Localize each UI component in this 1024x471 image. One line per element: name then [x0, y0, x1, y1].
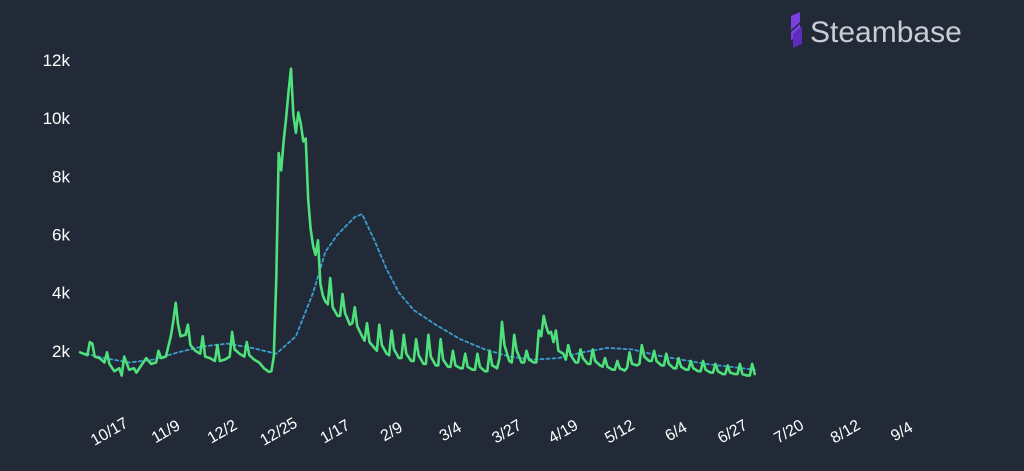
steambase-logo-icon [791, 12, 802, 48]
x-tick-label: 6/27 [715, 417, 751, 447]
x-tick-label: 12/2 [205, 417, 241, 447]
x-tick-label: 1/17 [318, 417, 354, 447]
x-tick-label: 5/12 [602, 417, 638, 447]
x-tick-label: 10/17 [88, 415, 131, 450]
brand-name: Steambase [810, 16, 962, 49]
x-tick-label: 8/12 [828, 417, 864, 447]
x-tick-label: 4/19 [546, 417, 582, 447]
x-tick-label: 3/27 [489, 417, 525, 447]
series-line-average [79, 213, 756, 371]
x-tick-label: 11/9 [149, 417, 184, 447]
x-tick-label: 3/4 [437, 419, 465, 445]
x-tick-label: 9/4 [888, 419, 916, 445]
brand-logo: Steambase [791, 12, 962, 49]
y-tick-label: 4k [52, 284, 70, 303]
y-axis-ticks: 2k 4k 6k 8k 10k 12k [43, 51, 71, 361]
y-tick-label: 8k [52, 167, 70, 186]
x-tick-label: 12/25 [257, 415, 300, 450]
series-layer [78, 67, 756, 377]
y-tick-label: 12k [43, 51, 71, 70]
x-tick-label: 7/20 [771, 417, 807, 447]
series-line-players [78, 67, 756, 377]
x-tick-label: 2/9 [378, 419, 406, 445]
y-tick-label: 10k [43, 109, 71, 128]
y-tick-label: 6k [52, 226, 70, 245]
y-tick-label: 2k [52, 342, 70, 361]
x-tick-label: 6/4 [662, 419, 690, 445]
x-axis-ticks: 10/17 11/9 12/2 12/25 1/17 2/9 3/4 3/27 4/19 5/12… [88, 415, 916, 450]
